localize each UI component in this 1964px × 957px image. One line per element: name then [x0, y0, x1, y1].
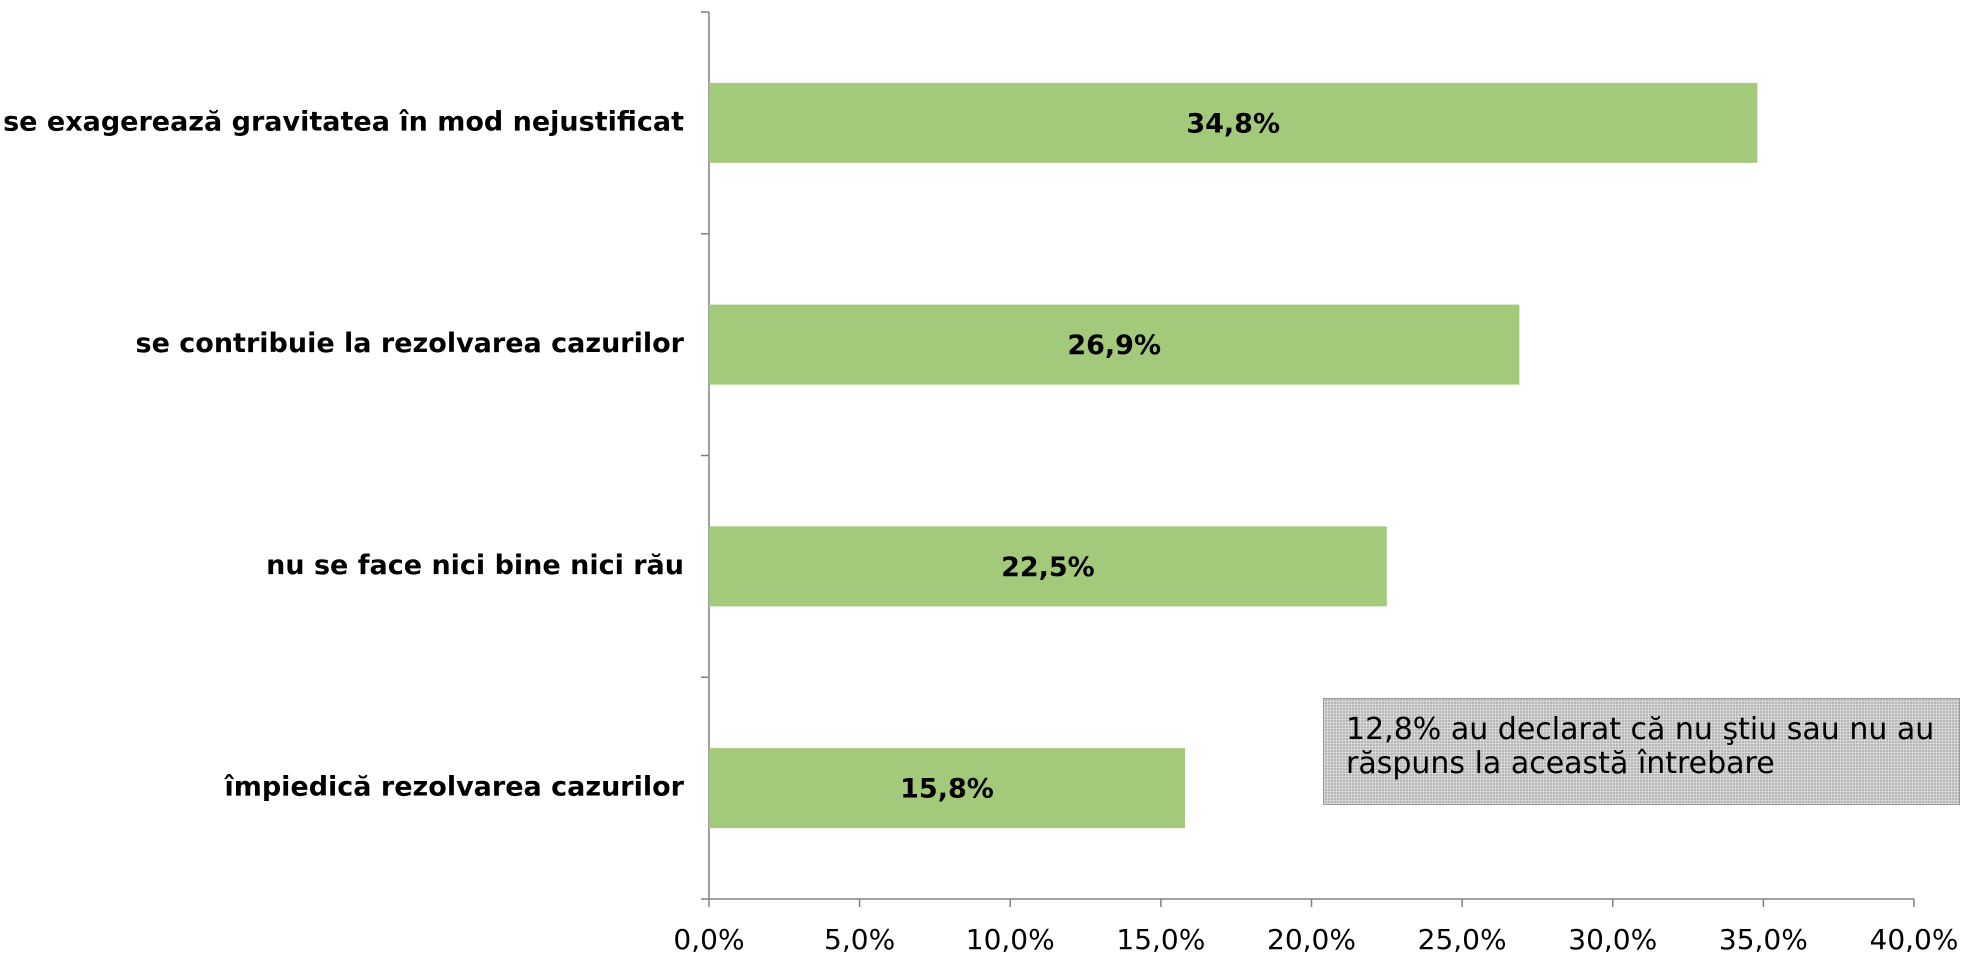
y-tick-label: se exagerează gravitatea în mod nejustif…: [3, 106, 684, 137]
bar: [709, 526, 1387, 607]
value-label: 34,8%: [1186, 108, 1280, 139]
x-tick-label: 30,0%: [1568, 923, 1657, 956]
x-tick-label: 0,0%: [673, 923, 744, 956]
x-tick-label: 25,0%: [1418, 923, 1507, 956]
x-tick-label: 10,0%: [966, 923, 1055, 956]
value-label: 15,8%: [900, 774, 994, 805]
bar: [709, 82, 1758, 163]
value-label: 22,5%: [1001, 552, 1095, 583]
annotation: 12,8% au declarat că nu ştiu sau nu au r…: [1323, 698, 1960, 805]
x-tick-label: 40,0%: [1870, 923, 1959, 956]
x-tick-label: 35,0%: [1719, 923, 1808, 956]
y-tick-label: nu se face nici bine nici rău: [266, 550, 684, 581]
bar: [709, 304, 1520, 385]
value-label: 26,9%: [1067, 330, 1161, 361]
x-tick-label: 5,0%: [824, 923, 895, 956]
y-tick-label: se contribuie la rezolvarea cazurilor: [136, 328, 685, 359]
y-tick-label: împiedică rezolvarea cazurilor: [223, 772, 684, 803]
bar: [709, 748, 1185, 829]
x-tick-label: 15,0%: [1116, 923, 1205, 956]
x-tick-label: 20,0%: [1267, 923, 1356, 956]
